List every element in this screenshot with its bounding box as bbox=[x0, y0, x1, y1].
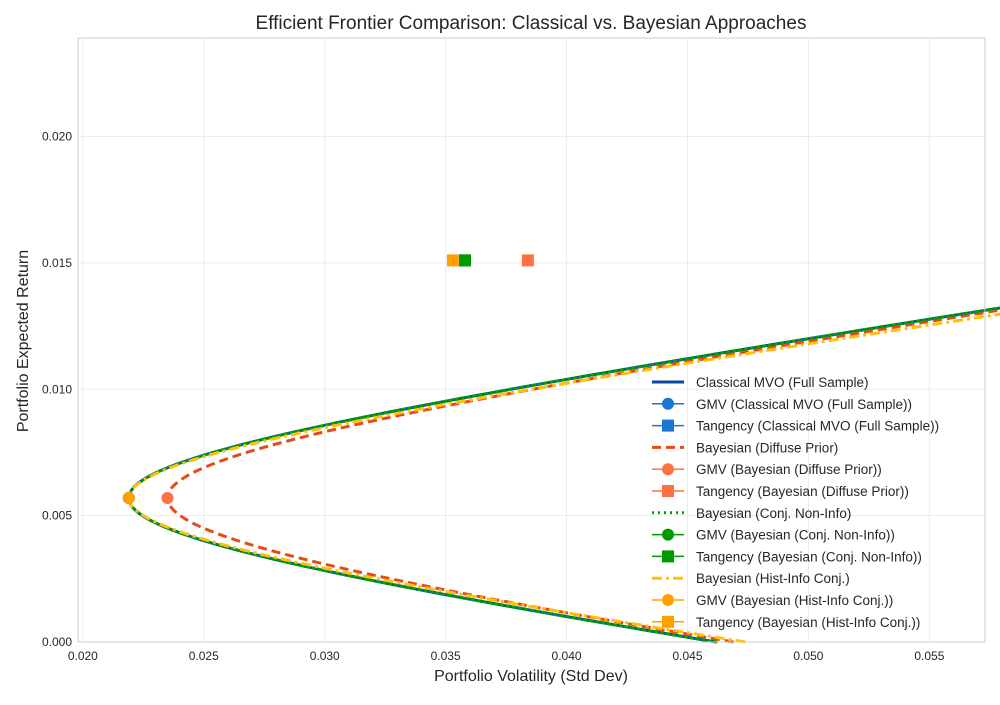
legend-label: GMV (Classical MVO (Full Sample)) bbox=[696, 397, 912, 412]
legend: Classical MVO (Full Sample) GMV (Classica… bbox=[652, 375, 939, 630]
y-tick-label: 0.010 bbox=[42, 382, 72, 396]
tangency-point bbox=[522, 254, 534, 266]
legend-label: Tangency (Bayesian (Diffuse Prior)) bbox=[696, 484, 909, 499]
x-axis-label: Portfolio Volatility (Std Dev) bbox=[434, 668, 628, 685]
chart-title: Efficient Frontier Comparison: Classical… bbox=[256, 13, 807, 34]
legend-swatch bbox=[662, 463, 674, 475]
x-tick-label: 0.025 bbox=[189, 649, 219, 663]
legend-swatch bbox=[662, 594, 674, 606]
legend-label: Bayesian (Hist-Info Conj.) bbox=[696, 571, 850, 586]
y-tick-label: 0.020 bbox=[42, 130, 72, 144]
legend-label: Classical MVO (Full Sample) bbox=[696, 375, 869, 390]
y-tick-label: 0.005 bbox=[42, 509, 72, 523]
legend-label: GMV (Bayesian (Conj. Non-Info)) bbox=[696, 528, 895, 543]
x-tick-label: 0.045 bbox=[672, 649, 702, 663]
legend-label: Bayesian (Conj. Non-Info) bbox=[696, 506, 851, 521]
x-tick-label: 0.040 bbox=[552, 649, 582, 663]
gmv-point bbox=[161, 492, 173, 504]
legend-label: Tangency (Bayesian (Conj. Non-Info)) bbox=[696, 549, 922, 564]
legend-label: Bayesian (Diffuse Prior) bbox=[696, 440, 838, 455]
legend-swatch bbox=[662, 616, 674, 628]
legend-swatch bbox=[662, 420, 674, 432]
x-tick-label: 0.035 bbox=[431, 649, 461, 663]
legend-swatch bbox=[662, 550, 674, 562]
legend-label: GMV (Bayesian (Hist-Info Conj.)) bbox=[696, 593, 893, 608]
gmv-point bbox=[123, 492, 135, 504]
marker-layer bbox=[123, 254, 534, 504]
tangency-point bbox=[459, 254, 471, 266]
x-tick-label: 0.020 bbox=[68, 649, 98, 663]
legend-swatch bbox=[662, 485, 674, 497]
tangency-point bbox=[447, 254, 459, 266]
legend-label: GMV (Bayesian (Diffuse Prior)) bbox=[696, 462, 882, 477]
legend-label: Tangency (Bayesian (Hist-Info Conj.)) bbox=[696, 615, 920, 630]
legend-label: Tangency (Classical MVO (Full Sample)) bbox=[696, 419, 939, 434]
y-tick-label: 0.015 bbox=[42, 256, 72, 270]
x-tick-label: 0.030 bbox=[310, 649, 340, 663]
y-axis-label: Portfolio Expected Return bbox=[15, 250, 32, 432]
legend-swatch bbox=[662, 529, 674, 541]
x-tick-label: 0.050 bbox=[793, 649, 823, 663]
legend-swatch bbox=[662, 398, 674, 410]
y-tick-label: 0.000 bbox=[42, 635, 72, 649]
x-tick-label: 0.055 bbox=[914, 649, 944, 663]
